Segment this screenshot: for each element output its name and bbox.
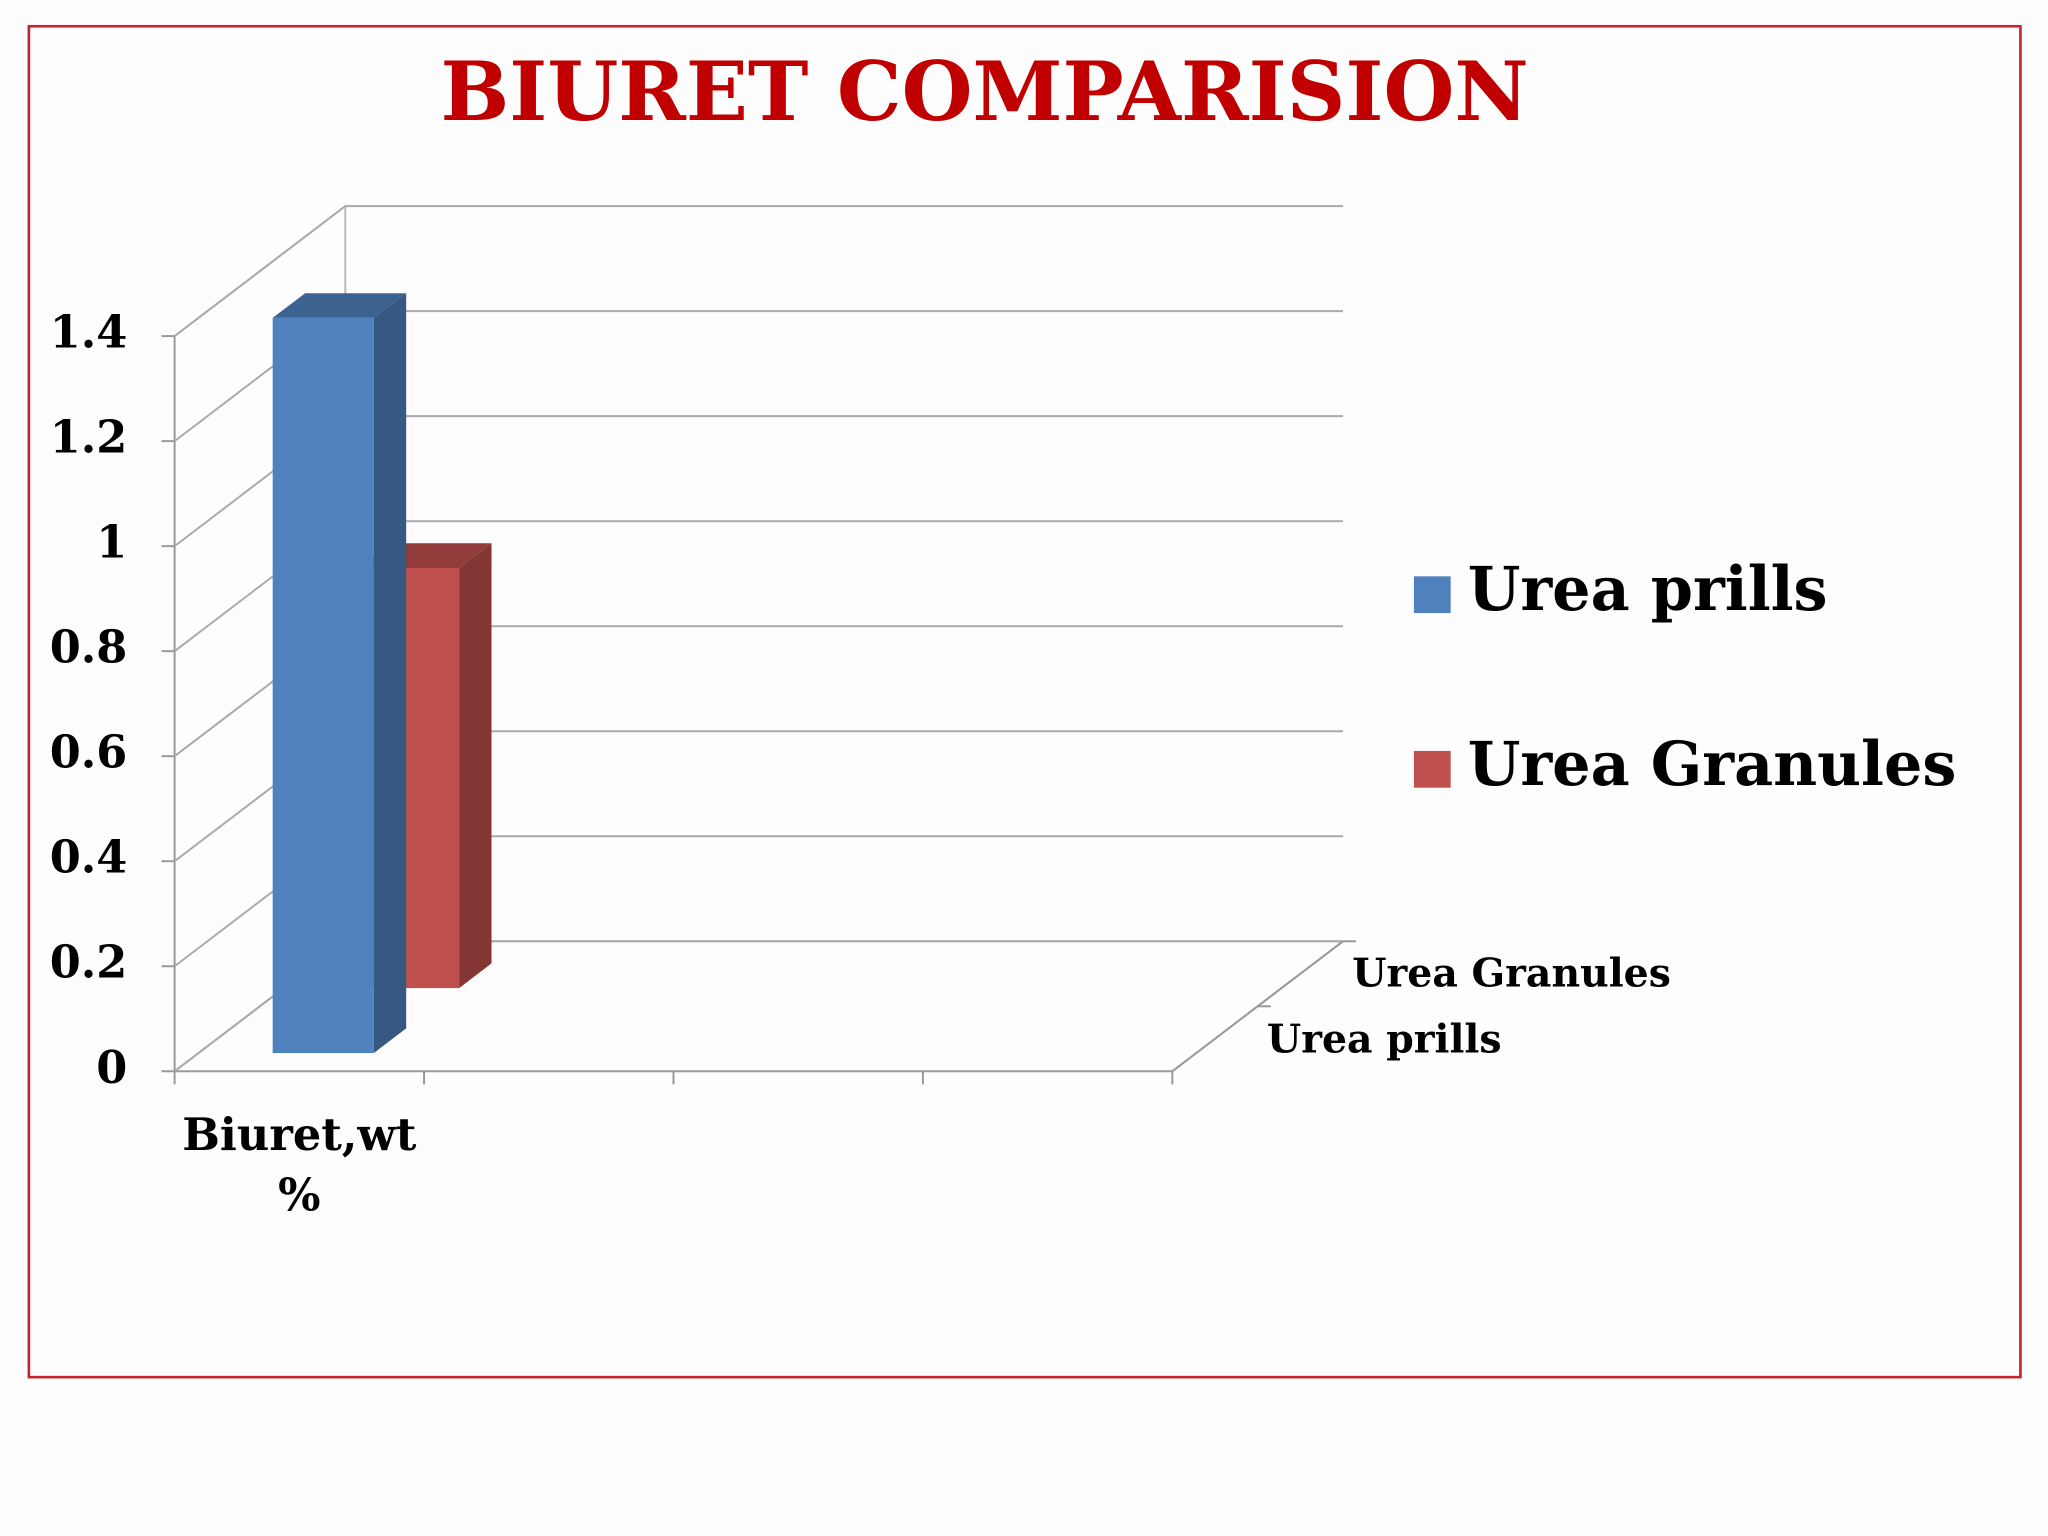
- y-tick-label: 0.2: [50, 936, 128, 989]
- depth-axis: [1171, 940, 1344, 1073]
- legend-label: Urea Granules: [1468, 729, 1957, 800]
- legend-label: Urea prills: [1468, 554, 1828, 625]
- y-tick-label: 0: [96, 1041, 127, 1094]
- grid-line: [174, 205, 346, 337]
- bar: [272, 317, 374, 1054]
- x-tick-label: Biuret,wt%: [182, 1108, 417, 1221]
- bar-top: [272, 293, 407, 318]
- y-tick-label: 1: [96, 516, 127, 569]
- y-tick-label: 0.6: [50, 726, 128, 779]
- depth-label: Urea prills: [1267, 1016, 1502, 1062]
- chart-title: BIURET COMPARISION: [440, 45, 1528, 140]
- y-tick-label: 1.2: [50, 411, 128, 464]
- legend-swatch: [1413, 750, 1451, 788]
- bar-side: [373, 293, 407, 1054]
- bar-side: [459, 543, 492, 989]
- y-tick-label: 0.4: [50, 831, 128, 884]
- y-tick-label: 1.4: [50, 306, 128, 359]
- y-tick-label: 0.8: [50, 621, 128, 674]
- depth-label: Urea Granules: [1352, 951, 1671, 997]
- legend-swatch: [1413, 576, 1451, 614]
